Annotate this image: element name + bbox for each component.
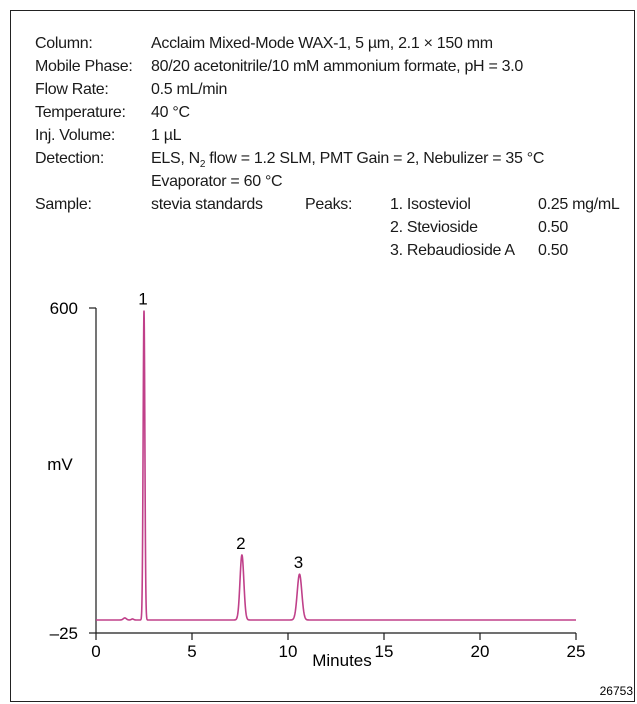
detection-value: ELS, N2 flow = 1.2 SLM, PMT Gain = 2, Ne… xyxy=(151,150,544,170)
x-tick-label: 0 xyxy=(91,642,100,661)
column-value: Acclaim Mixed-Mode WAX-1, 5 µm, 2.1 × 15… xyxy=(151,35,493,52)
temperature-value: 40 °C xyxy=(151,104,190,121)
peaks-label: Peaks: xyxy=(305,196,353,213)
peak-conc: 0.50 xyxy=(538,242,568,259)
inj-volume-label: Inj. Volume: xyxy=(35,127,116,144)
detection-label: Detection: xyxy=(35,150,105,167)
peak-name: 2. Stevioside xyxy=(390,219,478,236)
x-tick-label: 25 xyxy=(567,642,586,661)
peak-conc: 0.50 xyxy=(538,219,568,236)
inj-volume-value: 1 µL xyxy=(151,127,182,144)
temperature-label: Temperature: xyxy=(35,104,126,121)
x-tick-label: 10 xyxy=(279,642,298,661)
flow-rate-value: 0.5 mL/min xyxy=(151,81,228,98)
detection-value-post: flow = 1.2 SLM, PMT Gain = 2, Nebulizer … xyxy=(205,150,545,167)
x-tick-label: 20 xyxy=(471,642,490,661)
y-tick-label: 600 xyxy=(50,299,78,318)
detection-value-line2: Evaporator = 60 °C xyxy=(151,173,283,190)
flow-rate-label: Flow Rate: xyxy=(35,81,109,98)
y-tick-label: –25 xyxy=(50,624,78,643)
detection-value-pre: ELS, N xyxy=(151,150,200,167)
chromatogram-trace xyxy=(96,310,576,621)
x-tick-label: 15 xyxy=(375,642,394,661)
peak-name: 1. Isosteviol xyxy=(390,196,471,213)
sample-label: Sample: xyxy=(35,196,92,213)
peak-number-label: 1 xyxy=(138,290,147,309)
figure-id: 26753 xyxy=(600,684,634,698)
column-label: Column: xyxy=(35,35,93,52)
mobile-phase-value: 80/20 acetonitrile/10 mM ammonium format… xyxy=(151,58,523,75)
mobile-phase-label: Mobile Phase: xyxy=(35,58,133,75)
peak-name: 3. Rebaudioside A xyxy=(390,242,515,259)
peak-labels: 1 2 3 xyxy=(138,290,303,573)
figure-frame xyxy=(10,10,635,702)
peak-number-label: 2 xyxy=(236,534,245,553)
y-axis-label: mV xyxy=(47,455,73,474)
x-axis-label: Minutes xyxy=(312,651,372,670)
detection-value-sub: 2 xyxy=(199,159,206,171)
sample-value: stevia standards xyxy=(151,196,263,213)
x-tick-label: 5 xyxy=(187,642,196,661)
peak-number-label: 3 xyxy=(294,553,303,572)
axes: 600 –25 0 5 10 15 20 25 xyxy=(50,299,586,661)
peak-conc: 0.25 mg/mL xyxy=(538,196,620,213)
